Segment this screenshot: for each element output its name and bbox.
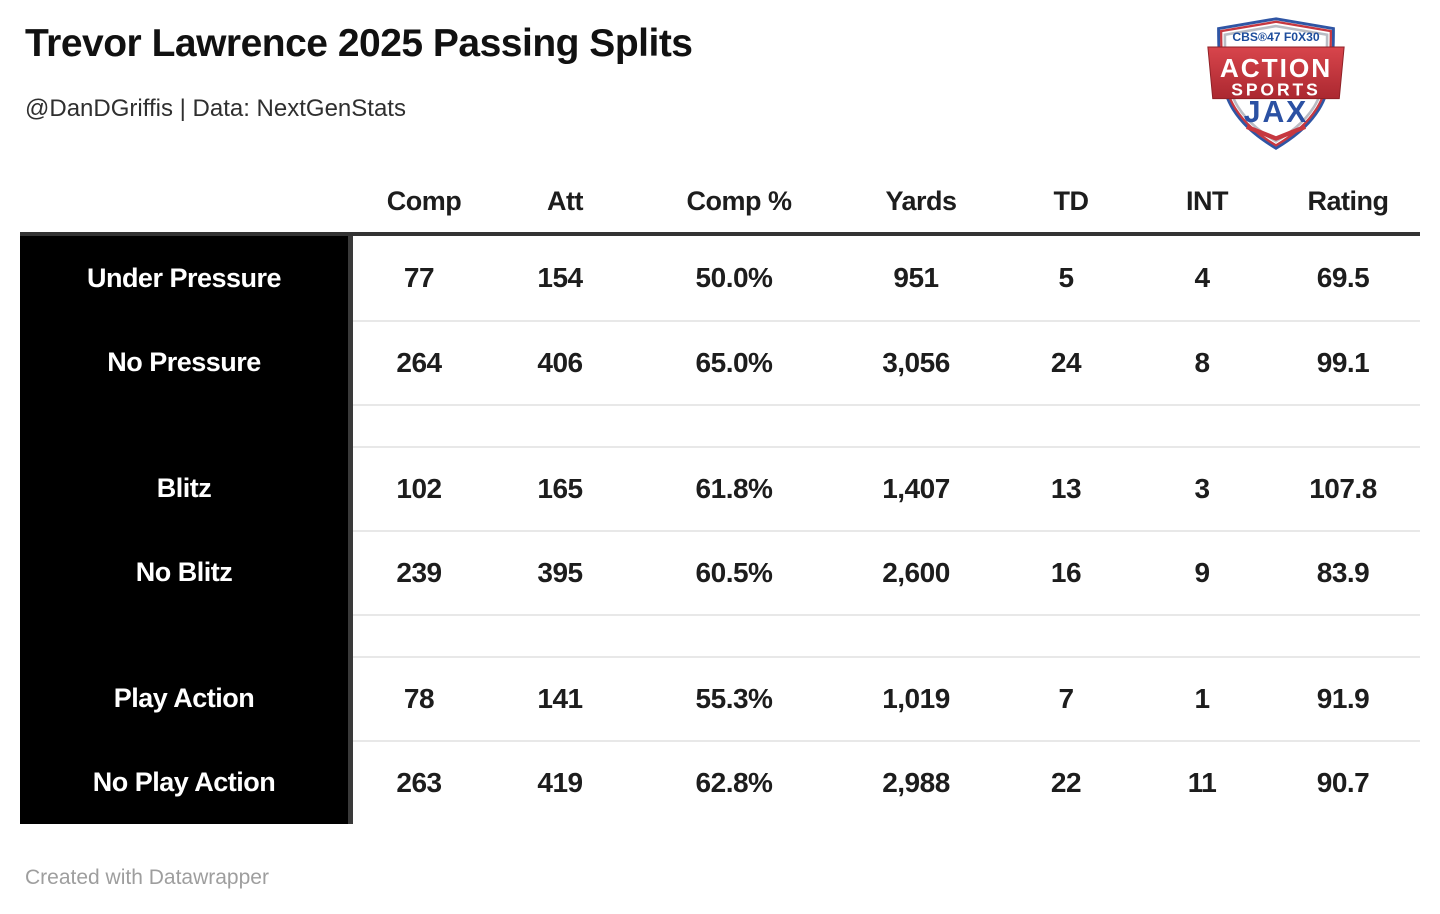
logo-action-text: ACTION [1220,53,1332,83]
row-label-no-blitz: No Blitz [20,530,353,614]
cell-rating: 69.5 [1316,262,1370,293]
cell-yards: 2,600 [882,557,950,588]
cell-comp-pct: 62.8% [695,767,773,798]
datawrapper-credit: Created with Datawrapper [25,866,269,889]
cell-att: 154 [537,262,583,293]
cell-att: 395 [537,557,583,588]
passing-splits-table: Comp Att Comp % Yards TD INT Rating Unde… [20,170,1420,824]
cell-att: 419 [537,767,583,798]
table-row: No Play Action 263 419 62.8% 2,988 22 11… [20,740,1420,824]
row-label-no-play-action: No Play Action [20,740,353,824]
row-label-under-pressure: Under Pressure [20,236,353,320]
cell-yards: 951 [893,262,939,293]
cell-td: 7 [1058,683,1074,714]
cell-td: 5 [1058,262,1074,293]
table-row: Blitz 102 165 61.8% 1,407 13 3 107.8 [20,446,1420,530]
cell-yards: 3,056 [882,347,950,378]
row-label-no-pressure: No Pressure [20,320,353,404]
cell-comp: 263 [396,767,442,798]
cell-int: 3 [1194,473,1210,504]
column-header-rating: Rating [1307,185,1390,216]
cell-yards: 2,988 [882,767,950,798]
row-label-blitz: Blitz [20,446,353,530]
cell-rating: 107.8 [1309,473,1377,504]
logo-sports-text: SPORTS [1231,80,1321,100]
spacer-row-label [20,404,353,446]
logo-chevron-icon [1245,124,1307,141]
cell-comp-pct: 65.0% [695,347,773,378]
action-sports-jax-logo: CBS®47 F0X30 ACTION SPORTS JAX [1207,17,1345,150]
cell-yards: 1,019 [882,683,950,714]
table-row: No Pressure 264 406 65.0% 3,056 24 8 99.… [20,320,1420,404]
column-header-comp: Comp [386,185,462,216]
spacer-row-label [20,614,353,656]
column-header-yards: Yards [885,185,957,216]
cell-att: 406 [537,347,583,378]
table-row: Under Pressure 77 154 50.0% 951 5 4 69.5 [20,236,1420,320]
cell-td: 16 [1050,557,1082,588]
cell-td: 24 [1050,347,1082,378]
table-header-row: Comp Att Comp % Yards TD INT Rating [20,170,1420,236]
cell-att: 165 [537,473,583,504]
cell-comp: 239 [396,557,442,588]
cell-comp-pct: 60.5% [695,557,773,588]
cell-int: 11 [1187,767,1217,798]
column-header-att: Att [547,185,583,216]
spacer-row [20,614,1420,656]
logo-networks-text: CBS®47 F0X30 [1232,30,1320,44]
cell-rating: 83.9 [1316,557,1370,588]
cell-yards: 1,407 [882,473,950,504]
table-row: No Blitz 239 395 60.5% 2,600 16 9 83.9 [20,530,1420,614]
cell-int: 9 [1194,557,1210,588]
page-title: Trevor Lawrence 2025 Passing Splits [25,22,693,65]
cell-comp: 264 [396,347,442,378]
cell-comp: 78 [403,683,435,714]
logo-jax-text: JAX [1244,96,1309,129]
page-subtitle: @DanDGriffis | Data: NextGenStats [25,95,406,122]
logo-red-band [1207,46,1345,100]
column-header-int: INT [1186,185,1229,216]
spacer-row [20,404,1420,446]
cell-comp: 77 [403,262,435,293]
cell-comp-pct: 61.8% [695,473,773,504]
cell-int: 8 [1194,347,1210,378]
header-label-spacer [20,170,358,232]
cell-int: 1 [1194,683,1210,714]
cell-rating: 90.7 [1316,767,1370,798]
column-header-td: TD [1053,185,1090,216]
cell-comp-pct: 55.3% [695,683,773,714]
column-header-comp-pct: Comp % [686,185,793,216]
cell-td: 22 [1050,767,1082,798]
cell-td: 13 [1050,473,1082,504]
cell-comp-pct: 50.0% [695,262,773,293]
row-label-play-action: Play Action [20,656,353,740]
table-row: Play Action 78 141 55.3% 1,019 7 1 91.9 [20,656,1420,740]
cell-comp: 102 [396,473,442,504]
cell-rating: 91.9 [1316,683,1370,714]
cell-att: 141 [537,683,583,714]
cell-rating: 99.1 [1316,347,1370,378]
cell-int: 4 [1194,262,1210,293]
